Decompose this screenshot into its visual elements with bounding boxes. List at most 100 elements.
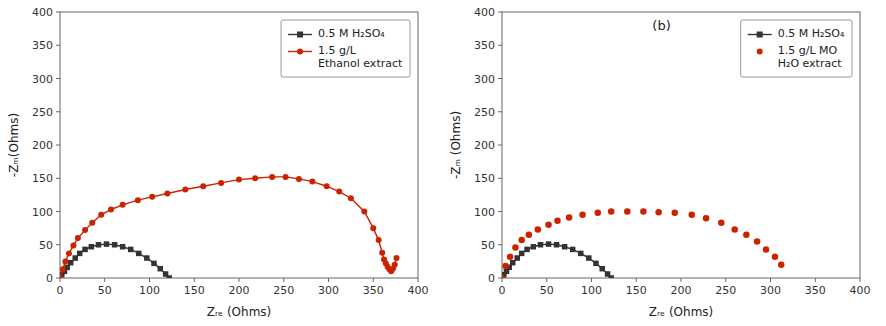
chart: 0501001502002503003504000501001502002503… xyxy=(7,6,429,319)
data-point xyxy=(96,242,102,248)
data-point xyxy=(535,226,542,233)
x-tick xyxy=(546,278,547,282)
y-tick xyxy=(56,45,60,46)
y-tick xyxy=(56,178,60,179)
data-point xyxy=(77,251,83,257)
data-point xyxy=(120,202,126,208)
y-tick-label: 50 xyxy=(481,239,495,252)
data-point xyxy=(82,247,88,253)
data-point xyxy=(104,241,110,247)
data-point xyxy=(743,232,750,239)
legend-item: 0.5 M H₂SO₄ xyxy=(748,27,845,40)
plot-frame xyxy=(502,12,860,278)
x-tick-label: 400 xyxy=(850,284,871,297)
y-tick-label: 200 xyxy=(32,139,53,152)
chart: 0501001502002503003504000501001502002503… xyxy=(449,6,871,319)
x-tick xyxy=(591,278,592,282)
data-point xyxy=(200,183,206,189)
legend-label: 0.5 M H₂SO₄ xyxy=(778,27,845,40)
y-axis-label: -Zₘ (Ohms) xyxy=(449,111,463,179)
data-point xyxy=(75,235,81,241)
y-tick-label: 100 xyxy=(474,206,495,219)
data-point xyxy=(166,275,172,278)
data-point xyxy=(336,189,342,195)
y-tick xyxy=(56,211,60,212)
data-point xyxy=(593,261,599,267)
x-tick-label: 0 xyxy=(499,284,506,297)
data-point xyxy=(731,226,738,233)
y-tick-label: 350 xyxy=(474,39,495,52)
x-tick xyxy=(239,278,240,282)
legend-label-line: 1.5 g/L xyxy=(318,44,357,57)
plot-frame xyxy=(60,12,418,278)
data-point xyxy=(66,250,72,256)
x-tick xyxy=(770,278,771,282)
y-tick xyxy=(498,78,502,79)
x-tick-label: 100 xyxy=(139,284,160,297)
series xyxy=(502,208,784,278)
data-point xyxy=(218,180,224,186)
x-tick-label: 100 xyxy=(581,284,602,297)
y-axis-label: -Zₘ(Ohms) xyxy=(7,113,21,177)
x-tick-label: 50 xyxy=(98,284,112,297)
y-tick-label: 100 xyxy=(32,206,53,219)
y-tick-label: 400 xyxy=(32,6,53,19)
data-point xyxy=(763,246,770,253)
x-tick xyxy=(681,278,682,282)
data-point xyxy=(128,247,134,253)
y-tick-label: 300 xyxy=(474,73,495,86)
data-point xyxy=(608,208,615,215)
data-point xyxy=(120,244,126,250)
legend-label-line: 1.5 g/L MO xyxy=(778,44,838,57)
y-tick xyxy=(498,111,502,112)
data-point xyxy=(703,215,710,222)
y-tick-label: 250 xyxy=(32,106,53,119)
data-point xyxy=(507,253,514,260)
data-point xyxy=(348,195,354,201)
x-tick xyxy=(149,278,150,282)
x-tick-label: 150 xyxy=(626,284,647,297)
data-point xyxy=(655,209,662,216)
ticks: 0501001502002503003504000501001502002503… xyxy=(32,6,429,297)
data-point xyxy=(62,258,68,264)
y-tick-label: 300 xyxy=(32,73,53,86)
x-tick-label: 0 xyxy=(57,284,64,297)
series xyxy=(60,174,400,278)
data-point xyxy=(545,222,552,229)
data-point xyxy=(772,253,779,260)
x-tick xyxy=(502,278,503,282)
y-tick xyxy=(56,111,60,112)
legend-label: 1.5 g/LEthanol extract xyxy=(318,44,403,70)
data-point xyxy=(82,227,88,233)
data-point xyxy=(608,275,614,278)
x-tick xyxy=(860,278,861,282)
chart-title: (b) xyxy=(652,18,670,33)
y-tick-label: 200 xyxy=(474,139,495,152)
data-point xyxy=(296,176,302,182)
data-point xyxy=(135,197,141,203)
y-tick xyxy=(56,244,60,245)
x-tick xyxy=(328,278,329,282)
x-tick xyxy=(194,278,195,282)
data-point xyxy=(252,175,258,181)
data-point xyxy=(182,187,188,193)
x-axis-label: Zᵣₑ (Ohms) xyxy=(649,305,714,319)
legend-label: 1.5 g/L MOH₂O extract xyxy=(778,44,843,70)
data-point xyxy=(269,174,275,180)
legend-item: 1.5 g/LEthanol extract xyxy=(288,44,403,70)
y-tick xyxy=(56,278,60,279)
data-point xyxy=(518,237,525,244)
data-point xyxy=(554,218,561,225)
data-point xyxy=(624,208,631,215)
data-point xyxy=(778,261,785,268)
data-point xyxy=(538,242,544,248)
x-tick-label: 300 xyxy=(318,284,339,297)
data-point xyxy=(640,208,647,215)
data-point xyxy=(524,247,530,253)
data-point xyxy=(512,244,519,251)
data-point xyxy=(526,232,533,239)
data-point xyxy=(392,262,398,268)
data-point xyxy=(89,220,95,226)
x-tick-label: 200 xyxy=(229,284,250,297)
data-point xyxy=(546,241,552,247)
